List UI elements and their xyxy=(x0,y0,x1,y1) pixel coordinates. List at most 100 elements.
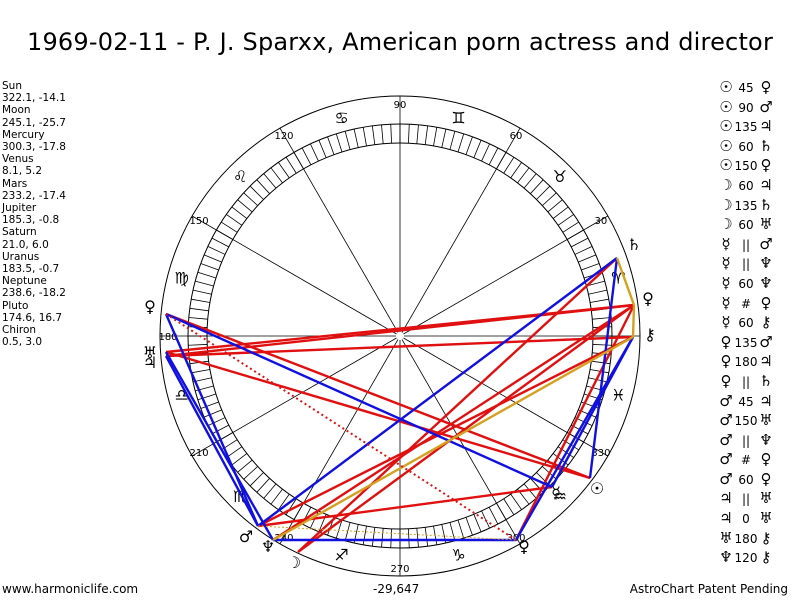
planet-glyph-pluto: ♀ xyxy=(518,537,530,556)
degree-tick xyxy=(362,127,367,147)
aspect-type: 135 xyxy=(734,120,758,135)
aspect-type: 60 xyxy=(738,139,754,154)
aspect-row: ♀ 180 ♃ xyxy=(718,352,774,372)
degree-tick xyxy=(481,510,490,529)
degree-tick xyxy=(285,156,297,174)
footer-website[interactable]: www.harmoniclife.com xyxy=(2,582,139,596)
degree-tick xyxy=(211,424,229,435)
degree-tick xyxy=(191,369,211,374)
aspect-row: ♂ # ♀ xyxy=(718,450,774,470)
degree-tick xyxy=(207,246,226,255)
aspect-type: 120 xyxy=(734,551,758,566)
aspect-planet-a: ♅ xyxy=(719,528,733,547)
aspect-type: || xyxy=(741,374,751,389)
house-spoke xyxy=(401,339,521,545)
zodiac-sign-glyph: ♍ xyxy=(175,269,189,288)
aspect-planet-b: ♂ xyxy=(759,97,773,116)
degree-tick xyxy=(457,519,465,539)
aspect-line-dotted xyxy=(257,525,517,541)
zodiac-sign-glyph: ♊ xyxy=(451,109,465,128)
aspect-type: 60 xyxy=(738,218,754,233)
aspect-planet-b: ♃ xyxy=(759,117,773,136)
aspect-row: ♅ 180 ⚷ xyxy=(718,529,774,549)
zodiac-sign-glyph: ♒ xyxy=(553,487,567,506)
aspect-type: 60 xyxy=(738,276,754,291)
degree-tick xyxy=(263,483,277,499)
planet-name: Venus xyxy=(2,153,34,166)
planet-name: Saturn xyxy=(2,226,37,239)
degree-tick xyxy=(188,317,208,320)
degree-tick xyxy=(390,124,392,144)
aspect-row: ♆ 120 ⚷ xyxy=(718,548,774,568)
degree-tick xyxy=(327,136,335,155)
aspect-type: 90 xyxy=(738,100,754,115)
degree-tick xyxy=(424,527,429,547)
aspect-planet-b: ♃ xyxy=(759,391,773,410)
house-spoke xyxy=(279,127,399,333)
planet-position: 322.1, -14.1 xyxy=(2,92,66,105)
planet-glyph-jupiter: ♃ xyxy=(143,353,157,372)
aspect-type: 150 xyxy=(734,159,758,174)
planet-position: 0.5, 3.0 xyxy=(2,336,43,349)
house-spoke xyxy=(191,337,397,457)
aspect-row: ☉ 60 ♄ xyxy=(718,137,774,157)
degree-tick xyxy=(231,206,248,219)
aspect-planet-b: ♅ xyxy=(759,509,773,528)
degree-tick xyxy=(371,527,376,547)
degree-tick xyxy=(424,125,429,145)
aspect-type: 45 xyxy=(738,394,754,409)
degree-tick xyxy=(449,522,456,541)
degree-tick xyxy=(510,493,522,510)
aspect-line xyxy=(272,335,634,542)
degree-tick xyxy=(200,401,219,409)
aspect-planet-b: ♂ xyxy=(759,332,773,351)
aspect-type: 135 xyxy=(734,335,758,350)
aspect-line xyxy=(165,335,634,358)
aspect-type: 0 xyxy=(742,512,750,527)
aspect-planet-a: ♂ xyxy=(719,450,733,469)
aspect-planet-a: ♃ xyxy=(719,489,733,508)
planet-name: Uranus xyxy=(2,250,40,263)
aspect-list: ☉ 45 ♀ ☉ 90 ♂ ☉ 135 ♃ ☉ 60 ♄ ☉ 150 ♀ ☽ 60 ♃ ☽ 135 ♄ ☽ 60 ♅ ☿ || ♂ ☿… xyxy=(718,78,774,568)
degree-tick xyxy=(586,280,605,287)
degree-tick xyxy=(473,139,482,158)
aspect-planet-a: ☉ xyxy=(719,78,733,96)
aspect-planet-b: ♆ xyxy=(759,254,773,273)
degree-tick xyxy=(578,254,597,263)
degree-tick xyxy=(562,221,580,233)
aspect-line xyxy=(165,350,591,480)
degree-tick xyxy=(588,289,608,295)
degree-tick xyxy=(344,131,351,150)
degree-tick xyxy=(362,525,367,545)
planet-glyph-saturn: ♄ xyxy=(627,235,641,254)
planet-position: 21.0, 6.0 xyxy=(2,238,49,251)
degree-tick xyxy=(503,498,515,516)
aspect-type: 60 xyxy=(738,178,754,193)
planet-position: 185.3, -0.8 xyxy=(2,214,60,227)
aspect-line xyxy=(257,257,618,527)
planet-name: Pluto xyxy=(2,299,29,312)
aspect-type: 45 xyxy=(738,81,754,95)
aspect-planet-b: ⚷ xyxy=(760,528,772,547)
degree-tick xyxy=(408,124,410,144)
aspect-planet-a: ♀ xyxy=(720,332,732,351)
degree-tick xyxy=(542,192,557,206)
aspect-planet-a: ☿ xyxy=(721,234,731,253)
degree-tick xyxy=(571,237,589,248)
planet-position: 233.2, -17.4 xyxy=(2,189,66,202)
degree-tick xyxy=(488,147,499,165)
aspect-line xyxy=(272,303,635,542)
aspect-planet-a: ♂ xyxy=(719,411,733,430)
zodiac-sign-glyph: ♑ xyxy=(451,545,465,564)
degree-tick xyxy=(211,237,229,248)
planet-position: 8.1, 5.2 xyxy=(2,165,43,178)
aspect-line xyxy=(257,335,634,528)
degree-tick xyxy=(195,280,214,287)
aspect-planet-a: ♆ xyxy=(719,548,733,567)
degree-tick xyxy=(237,459,253,473)
planet-glyph-mars: ♂ xyxy=(239,527,253,546)
degree-tick xyxy=(390,528,392,548)
degree-tick xyxy=(416,528,419,548)
aspect-planet-a: ♂ xyxy=(719,469,733,488)
aspect-planet-a: ☽ xyxy=(719,175,733,194)
